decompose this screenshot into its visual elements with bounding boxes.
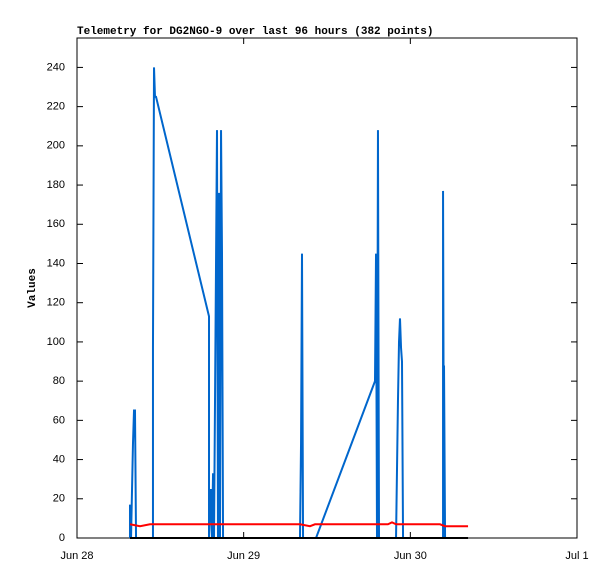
y-tick-label: 80 [53,375,65,387]
x-tick-label: Jun 28 [60,550,93,562]
data-line [129,521,469,528]
chart-title: Telemetry for DG2NGO-9 over last 96 hour… [77,26,433,38]
x-tick-label: Jul 1 [565,550,588,562]
y-tick-label: 120 [47,297,65,309]
data-line [128,67,447,539]
y-tick-label: 140 [47,257,65,269]
y-axis-label: Values [27,268,39,308]
y-tick-label: 0 [59,532,65,544]
y-tick-label: 40 [53,453,65,465]
y-tick-label: 220 [47,101,65,113]
y-tick-label: 100 [47,336,65,348]
x-tick-label: Jun 30 [394,550,427,562]
y-tick-label: 20 [53,493,65,505]
y-tick-label: 200 [47,140,65,152]
y-tick-label: 60 [53,414,65,426]
y-tick-label: 180 [47,179,65,191]
y-tick-label: 160 [47,218,65,230]
y-tick-label: 240 [47,61,65,73]
x-tick-label: Jun 29 [227,550,260,562]
